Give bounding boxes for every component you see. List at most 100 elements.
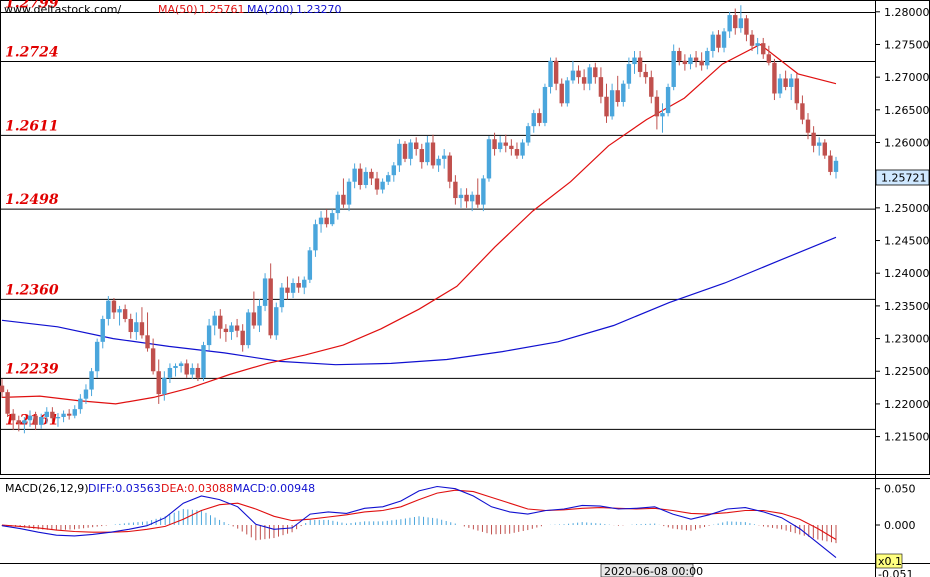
candle [497,135,503,153]
candle [302,276,307,295]
candle [111,298,117,319]
candle [5,389,10,417]
candle [89,367,94,397]
candle [374,171,380,195]
level-label: 1.2799 [5,0,59,11]
candle-body [817,142,822,146]
candle [212,311,217,336]
candle [419,143,424,169]
candle-body [240,330,245,346]
candle [581,69,587,91]
candle [626,57,632,89]
candle-body [201,345,206,378]
candle-body [307,250,313,280]
ma50-legend: MA(50) [158,3,198,16]
candle [386,171,391,185]
candle [458,188,464,208]
candle [693,51,699,68]
candle-body [162,377,167,395]
candle [134,312,139,340]
candle [800,95,805,125]
candle [744,15,749,42]
candle-body [497,142,503,150]
candle [257,299,262,333]
macd-panel: 0.050 0.000 [1,483,916,559]
candle [341,178,346,208]
candle-body [27,415,33,421]
candle [548,57,553,94]
candle-body [38,416,44,425]
candle [721,28,727,53]
candle-body [805,119,811,133]
candle [94,338,100,378]
candle [475,178,480,208]
candle-body [766,54,772,63]
candle [811,126,816,153]
candle [783,70,788,91]
candle-body [145,335,150,349]
candle-body [744,18,749,35]
candle [654,90,660,130]
candle [738,5,744,33]
ma50-line [1,43,837,405]
candle-body [184,363,189,375]
zoom-badge[interactable] [875,553,903,569]
candle [604,83,609,123]
candle [195,363,201,382]
candle-body [72,409,77,416]
macd-dea-label: DEA:0.03088 [161,482,233,495]
candle [324,209,329,228]
candle [402,141,408,163]
candle [537,108,542,127]
macd-title: MACD(26,12,9) [5,482,89,495]
candle-body [346,181,352,205]
candle [425,135,430,166]
candle-body [677,51,682,61]
time-cursor-box [600,563,694,577]
candle [447,152,452,189]
candle-body [587,67,592,84]
candle [576,65,581,84]
price-tick-label: 1.24500 [884,235,930,248]
candle [682,54,688,71]
candle [492,132,497,156]
candle-body [447,155,452,182]
candle-body [649,77,654,97]
candle-body [134,322,139,333]
candle-body [285,287,290,293]
candle-body [749,34,755,46]
site-label: www.deltastock.com/ [4,3,122,16]
candle [761,37,766,59]
candle [122,304,128,323]
current-price-badge [875,169,930,186]
candle-body [290,283,296,293]
candle-body [122,309,128,319]
candle [50,407,55,423]
candle [358,163,363,190]
support-resistance-levels: 1.27991.27241.26111.24981.23601.22391.21… [0,0,875,430]
candle-body [789,78,794,87]
candle-body [128,318,133,333]
price-tick-label: 1.25000 [884,202,930,215]
candle [665,83,671,117]
candle-body [688,57,693,65]
macd-clipped-tick: -0.051 [878,568,913,577]
candle-body [173,366,178,368]
candle [218,309,223,339]
ma50-layer [1,43,837,405]
candle-body [553,60,559,84]
current-price-value: 1.25721 [881,172,927,185]
candle-body [710,34,716,52]
candle [817,137,822,156]
candle-body [251,312,257,326]
ma200-layer [1,236,837,366]
candle-body [330,213,335,225]
dea-line [1,489,837,540]
level-label: 1.2611 [5,118,59,134]
diff-line [1,485,837,559]
candle-body [22,420,27,424]
candle [268,263,273,339]
candle [649,70,654,104]
ma200-line [1,236,837,366]
